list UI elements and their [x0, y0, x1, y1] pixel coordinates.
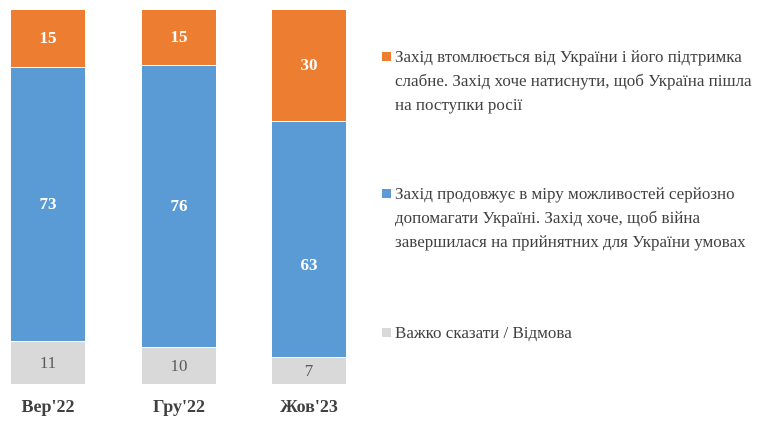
segment-hard-to-say: 7	[272, 357, 346, 385]
segment-west-tiring: 30	[272, 10, 346, 121]
bar-ver-22: 15 73 11	[11, 10, 85, 384]
x-axis-label: Гру'22	[152, 396, 206, 416]
legend-text: Захід продовжує в міру можливостей серйо…	[395, 184, 746, 251]
segment-west-helping: 73	[11, 66, 85, 342]
segment-west-helping: 76	[142, 64, 216, 348]
segment-west-helping: 63	[272, 120, 346, 358]
segment-west-tiring: 15	[11, 10, 85, 67]
bar-hru-22: 15 76 10	[142, 10, 216, 385]
x-axis-label: Жов'23	[280, 396, 338, 416]
legend-marker-blue	[382, 189, 391, 198]
value-label: 63	[300, 255, 318, 275]
legend-text: Важко сказати / Відмова	[395, 323, 572, 342]
value-label: 10	[170, 356, 188, 376]
segment-hard-to-say: 10	[142, 347, 216, 385]
value-label: 11	[39, 353, 57, 373]
bar-zhov-23: 30 63 7	[272, 10, 346, 385]
value-label: 76	[170, 196, 188, 216]
legend-marker-orange	[382, 52, 391, 61]
legend-item-west-helping: Захід продовжує в міру можливостей серйо…	[382, 182, 762, 254]
legend-marker-gray	[382, 328, 391, 337]
segment-hard-to-say: 11	[11, 341, 85, 384]
value-label: 7	[304, 361, 314, 381]
value-label: 15	[170, 27, 188, 47]
value-label: 73	[39, 194, 57, 214]
x-axis-label: Вер'22	[21, 396, 75, 416]
value-label: 30	[300, 55, 318, 75]
legend-item-west-tiring: Захід втомлюється від України і його під…	[382, 45, 762, 117]
segment-west-tiring: 15	[142, 10, 216, 65]
legend-text: Захід втомлюється від України і його під…	[395, 47, 752, 114]
value-label: 15	[39, 28, 57, 48]
legend-item-hard-to-say: Важко сказати / Відмова	[382, 321, 762, 345]
